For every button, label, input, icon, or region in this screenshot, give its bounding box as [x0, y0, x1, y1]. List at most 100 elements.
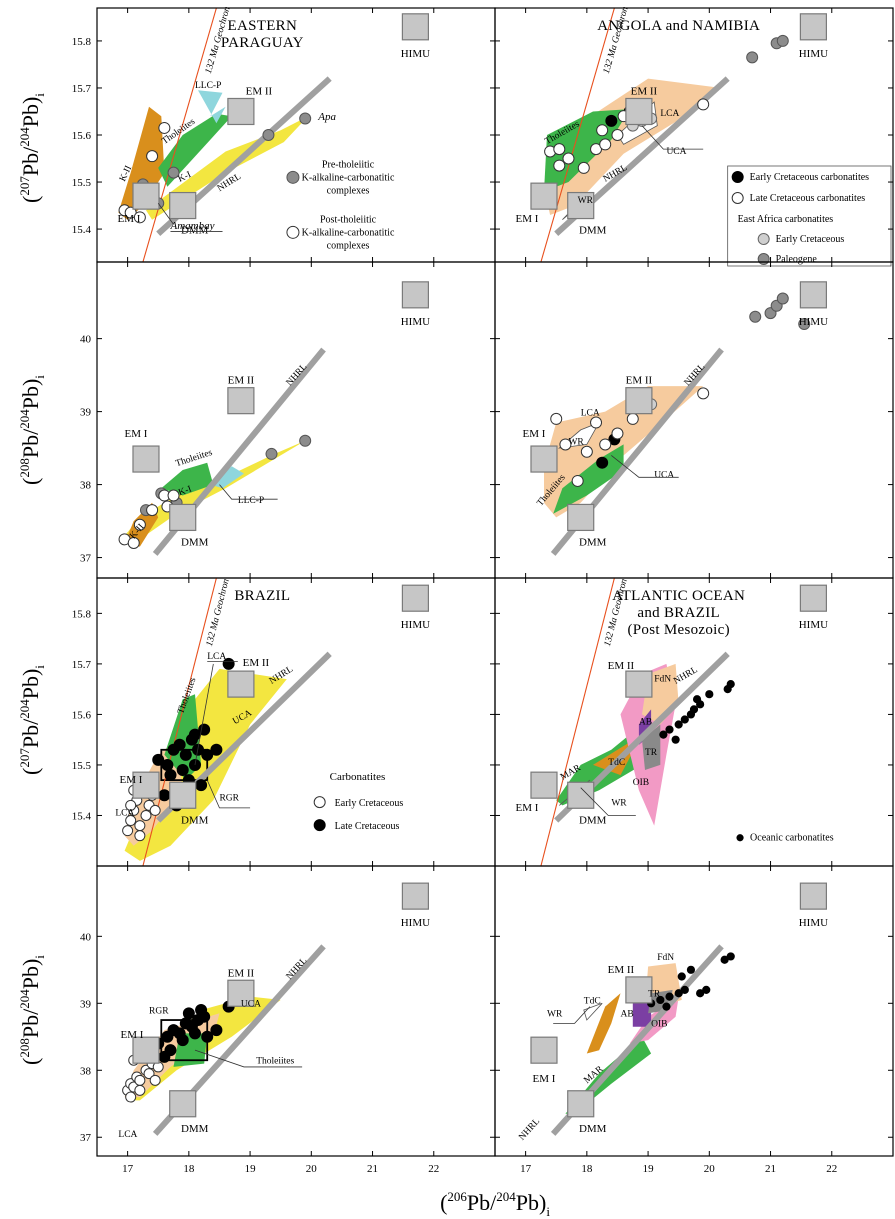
leader [641, 125, 704, 150]
svg-text:(207Pb/204Pb)i: (207Pb/204Pb)i [17, 665, 47, 775]
legend: Pre-tholeiitic K-alkaline-carbonatitic com… [286, 159, 395, 251]
y208-end: Pb [18, 386, 43, 409]
endmember-label: EM I [516, 213, 539, 225]
y207b-sub: i [32, 665, 47, 669]
legend-marker [313, 796, 326, 809]
x-end: Pb) [516, 1190, 547, 1215]
y207-end: Pb [18, 104, 43, 127]
plot-area [541, 292, 811, 556]
point-pre-tholeiitic [265, 447, 278, 460]
point-oceanic-carbonatites [702, 985, 711, 995]
legend-label: Early Cretaceous [335, 798, 404, 809]
endmember-dmm [567, 781, 595, 809]
point-pre-tholeiitic [299, 434, 312, 447]
y-tick-label: 38 [80, 480, 92, 492]
field-label-lca: LCA [660, 109, 679, 119]
label-amambay: Amambay [169, 220, 214, 232]
point-post-tholeiitic [146, 150, 159, 163]
y208b-end: Pb [18, 966, 43, 989]
y208-sub: i [32, 375, 47, 379]
endmember-dmm [567, 503, 595, 532]
endmember-label: HIMU [401, 917, 430, 929]
legend-label: Early Cretaceous [776, 234, 845, 245]
point-pre-tholeiitic [299, 112, 312, 125]
point-oceanic-carbonatites [671, 735, 680, 744]
leader [219, 484, 278, 500]
legend-label: Late Cretaceous [335, 821, 400, 832]
point-oceanic-carbonatites [696, 989, 705, 998]
y207b-sup2: 204 [17, 699, 32, 719]
field-label-fdn: FdN [657, 953, 674, 963]
point-early-cretaceous [134, 1084, 146, 1096]
field-label-tdc: TdC [584, 996, 601, 1006]
y-tick-label: 38 [80, 1065, 92, 1077]
point-post-tholeiitic [146, 504, 159, 517]
geochron-label: 132 Ma Geochron [205, 578, 232, 648]
point-paleogene [798, 318, 811, 331]
panel-title: ATLANTIC OCEAN [612, 588, 745, 604]
geochron-line [142, 8, 217, 262]
x-tick-label: 17 [520, 1163, 532, 1175]
endmember-label: HIMU [799, 917, 828, 929]
endmember-label: DMM [579, 536, 607, 548]
point-early-cretaceous [140, 809, 152, 821]
endmember-dmm [169, 1090, 197, 1118]
point-early-cretaceous-carbonatites [596, 456, 609, 469]
panel-frame [494, 865, 894, 1157]
legend-label: Post-tholeiitic [320, 214, 377, 225]
panel-title: (Post Mesozoic) [627, 622, 729, 638]
legend: Early Cretaceous carbonatites Late Cretac… [727, 165, 892, 267]
y207b-mid: Pb/ [18, 718, 43, 748]
field-label-wr: WR [578, 196, 594, 206]
endmember-himu [401, 13, 429, 41]
y-tick-label: 39 [80, 407, 92, 419]
point-late-cretaceous-carbonatites [626, 412, 639, 425]
point-oceanic-carbonatites [696, 700, 705, 709]
point-late-cretaceous [188, 728, 201, 741]
point-late-cretaceous [179, 748, 192, 761]
point-oceanic-carbonatites [662, 1002, 671, 1011]
x-axis-label: (206Pb/204Pb)i [440, 1189, 550, 1219]
point-oceanic-carbonatites [674, 720, 683, 729]
leader [206, 779, 251, 809]
y-tick-label: 40 [80, 334, 92, 346]
endmember-dmm [169, 781, 197, 809]
point-early-cretaceous [125, 799, 137, 811]
field-label-uca: UCA [654, 470, 674, 480]
panel-title: PARAGUAY [221, 35, 304, 51]
leader [580, 787, 636, 816]
endmember-himu [799, 13, 828, 41]
y-tick-label: 15.5 [72, 177, 92, 189]
legend-marker [757, 233, 770, 245]
legend-label: Late Cretaceous carbonatites [750, 193, 866, 204]
y-axis-label-4: (208Pb/204Pb)i [17, 955, 47, 1065]
point-late-cretaceous [195, 779, 208, 792]
point-late-cretaceous-carbonatites [559, 438, 572, 451]
point-late-cretaceous [198, 723, 211, 736]
point-oceanic-carbonatites [686, 965, 696, 974]
y-tick-label: 15.6 [72, 709, 92, 721]
x-tick-label: 21 [367, 1163, 378, 1175]
y-tick-label: 15.4 [72, 224, 92, 236]
point-early-cretaceous [125, 815, 137, 827]
point-late-cretaceous [195, 1003, 208, 1016]
field-label-uca: UCA [666, 147, 686, 157]
endmember-em-ii [227, 979, 255, 1007]
field-label-rgr: RGR [149, 1006, 169, 1016]
point-early-cretaceous [149, 804, 161, 816]
point-late-cretaceous-carbonatites [580, 445, 593, 458]
x-sup1: 206 [447, 1189, 467, 1204]
point-late-cretaceous [201, 1030, 214, 1043]
point-late-cretaceous [161, 758, 174, 771]
legend-marker [731, 171, 744, 183]
endmember-himu [401, 584, 429, 612]
x-tick-label: 22 [826, 1163, 837, 1175]
y208-close: ) [18, 379, 43, 386]
x-tick-label: 18 [183, 1163, 195, 1175]
endmember-label: DMM [181, 225, 209, 237]
